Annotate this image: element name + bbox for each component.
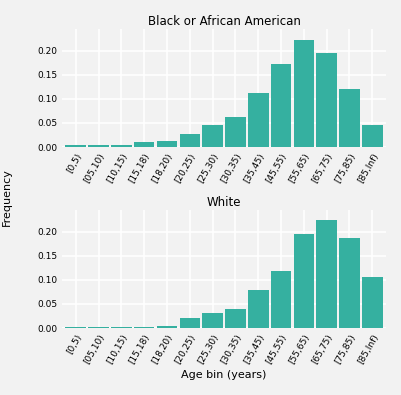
Bar xyxy=(134,142,154,147)
Bar xyxy=(362,125,383,147)
Title: White: White xyxy=(207,196,241,209)
Bar xyxy=(316,220,337,328)
Bar xyxy=(362,278,383,328)
Bar xyxy=(248,93,269,147)
Bar xyxy=(65,145,86,147)
Title: Black or African American: Black or African American xyxy=(148,15,300,28)
Bar xyxy=(203,125,223,147)
Bar xyxy=(225,117,246,147)
Bar xyxy=(339,89,360,147)
Bar xyxy=(339,237,360,328)
Bar xyxy=(316,53,337,147)
Bar xyxy=(157,325,177,328)
Bar xyxy=(271,271,291,328)
Bar xyxy=(88,145,109,147)
Bar xyxy=(88,327,109,328)
Text: Frequency: Frequency xyxy=(2,169,12,226)
Bar xyxy=(271,64,291,147)
Bar xyxy=(248,290,269,328)
Bar xyxy=(203,312,223,328)
Bar xyxy=(294,234,314,328)
Bar xyxy=(65,327,86,328)
Bar xyxy=(225,309,246,328)
X-axis label: Age bin (years): Age bin (years) xyxy=(181,370,267,380)
Bar xyxy=(157,141,177,147)
Bar xyxy=(294,40,314,147)
Bar xyxy=(111,145,132,147)
Bar xyxy=(180,318,200,328)
Bar xyxy=(134,327,154,328)
Bar xyxy=(180,134,200,147)
Bar xyxy=(111,327,132,328)
